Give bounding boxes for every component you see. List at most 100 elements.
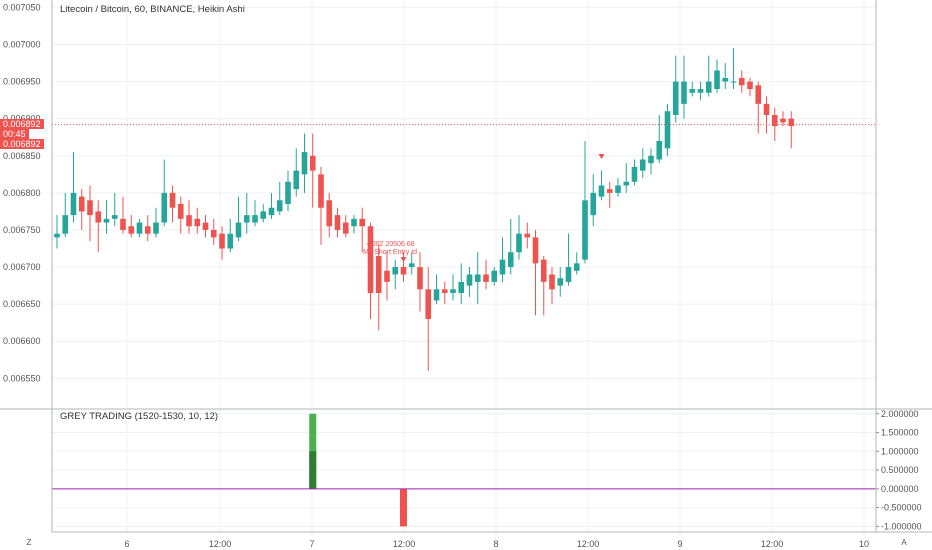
candle-body: [450, 289, 456, 294]
indicator-tick-label: 0.000000: [881, 484, 919, 494]
candle-body: [293, 170, 300, 190]
candle-body: [301, 152, 308, 175]
candle-body: [573, 263, 580, 271]
candle-body: [483, 274, 489, 282]
candle-body: [210, 229, 217, 238]
candle-body: [474, 274, 481, 282]
candle-body: [466, 274, 473, 286]
candle-body: [441, 289, 448, 294]
candle-body: [268, 207, 275, 216]
candle-body: [606, 189, 613, 193]
candle-body: [276, 200, 283, 212]
price-tick-label: 0.006800: [3, 188, 41, 198]
price-tick-label: 0.006600: [3, 336, 41, 346]
candle-body: [260, 211, 267, 219]
price-tick-label: 0.006750: [3, 225, 41, 235]
chart-title: Litecoin / Bitcoin, 60, BINANCE, Heikin …: [60, 4, 245, 15]
candle-body: [557, 278, 564, 286]
current-price-label: 0.006892: [0, 119, 44, 129]
grid-lines: [52, 0, 876, 532]
candle-body: [582, 200, 588, 260]
candle-body: [433, 289, 440, 301]
candle-body: [549, 274, 555, 290]
order-label: My Short Entry Id: [363, 249, 417, 256]
candle-body: [615, 185, 621, 193]
candle-body: [144, 226, 151, 234]
indicator-tick-label: 2.000000: [881, 409, 919, 419]
candle-body: [235, 222, 242, 238]
candle-body: [598, 185, 605, 197]
candle-body: [664, 111, 671, 149]
candle-body: [425, 289, 432, 319]
candle-body: [219, 233, 225, 249]
candle-body: [252, 215, 258, 223]
candle-body: [326, 200, 333, 227]
candle-body: [359, 218, 366, 227]
time-tick-label: 12:00: [393, 539, 416, 549]
candle-body: [747, 81, 753, 90]
indicator-tick-label: 0.500000: [881, 465, 919, 475]
candle-body: [639, 159, 646, 171]
candle-body: [309, 155, 316, 171]
candle-body: [194, 218, 201, 227]
candle-body: [375, 255, 382, 294]
candle-body: [458, 281, 465, 294]
candle-body: [714, 70, 720, 90]
auto-scale-button[interactable]: A: [901, 538, 907, 547]
candle-body: [730, 81, 737, 83]
candle-body: [780, 118, 786, 123]
indicator-tick-label: 1.500000: [881, 428, 919, 438]
candle-body: [227, 233, 234, 249]
candle-body: [771, 114, 778, 127]
candle-body: [103, 218, 110, 223]
indicator-tick-label: -0.500000: [881, 503, 922, 513]
candle-body: [87, 200, 93, 216]
time-tick-label: 9: [677, 539, 682, 549]
candle-body: [186, 215, 192, 227]
candle-body: [656, 140, 663, 160]
candle-body: [499, 259, 506, 275]
candle-body: [507, 252, 514, 268]
candle-body: [78, 196, 85, 212]
candle-body: [705, 81, 712, 93]
candle-body: [161, 192, 168, 223]
indicator-title: GREY TRADING (1520-1530, 10, 12): [60, 411, 219, 422]
price-tick-label: 0.006950: [3, 77, 41, 87]
indicator-panel: [52, 413, 876, 527]
candle-body: [318, 174, 324, 208]
zoom-toggle-button[interactable]: Z: [26, 538, 32, 547]
candle-body: [367, 226, 374, 294]
candle-body: [524, 233, 531, 238]
sell-marker-icon: [598, 154, 605, 159]
candle-body: [623, 181, 630, 186]
candle-body: [285, 181, 291, 204]
candle-body: [565, 267, 572, 282]
price-tick-label: 0.006550: [3, 373, 41, 383]
candle-body: [738, 77, 745, 86]
candle-body: [681, 81, 687, 104]
candle-body: [243, 215, 250, 223]
time-tick-label: 7: [309, 539, 314, 549]
candle-body: [351, 218, 357, 227]
candle-body: [788, 118, 795, 127]
candle-body: [202, 222, 209, 230]
time-tick-label: 8: [493, 539, 498, 549]
order-text: -9002 20506.68: [365, 241, 414, 248]
candle-body: [722, 77, 729, 82]
candle-body: [70, 192, 77, 216]
candle-body: [342, 222, 349, 234]
countdown-label: 00:45: [0, 129, 29, 139]
candle-body: [169, 192, 176, 208]
indicator-bar-down: [400, 488, 407, 527]
candle-body: [763, 103, 770, 115]
price-tick-label: 0.006700: [3, 262, 41, 272]
candle-body: [177, 204, 184, 219]
candle-body: [697, 89, 704, 93]
time-tick-label: 10: [859, 539, 869, 549]
candle-body: [400, 267, 407, 275]
time-tick-label: 6: [124, 539, 129, 549]
candle-body: [120, 218, 126, 230]
